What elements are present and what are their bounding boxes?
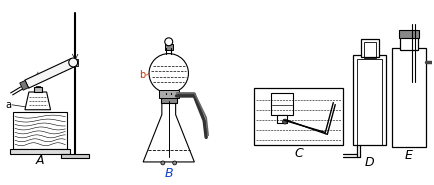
Polygon shape bbox=[25, 58, 75, 88]
Text: a: a bbox=[5, 100, 11, 110]
Text: b: b bbox=[138, 70, 145, 80]
Polygon shape bbox=[32, 71, 41, 85]
Bar bbox=[10, 149, 70, 154]
Circle shape bbox=[172, 161, 176, 165]
Bar bbox=[270, 93, 292, 115]
Polygon shape bbox=[20, 80, 28, 90]
Bar bbox=[399, 34, 417, 50]
Bar bbox=[158, 90, 178, 97]
Bar bbox=[61, 154, 89, 158]
Bar bbox=[13, 112, 67, 149]
Circle shape bbox=[282, 119, 287, 124]
Bar bbox=[254, 88, 342, 145]
Bar bbox=[276, 115, 286, 122]
Text: A: A bbox=[36, 154, 44, 167]
Bar bbox=[161, 93, 176, 103]
Circle shape bbox=[149, 54, 188, 93]
Bar bbox=[391, 48, 425, 147]
Bar bbox=[356, 58, 381, 145]
Circle shape bbox=[164, 38, 172, 46]
Bar bbox=[363, 42, 375, 58]
Circle shape bbox=[161, 161, 164, 165]
Circle shape bbox=[69, 58, 77, 67]
Polygon shape bbox=[143, 101, 194, 162]
Polygon shape bbox=[25, 92, 50, 110]
Bar bbox=[360, 39, 378, 57]
Bar bbox=[72, 58, 78, 66]
Text: B: B bbox=[164, 167, 173, 180]
Text: D: D bbox=[364, 157, 374, 169]
Bar bbox=[164, 44, 172, 50]
Bar bbox=[398, 30, 418, 38]
Bar bbox=[352, 55, 385, 145]
Text: E: E bbox=[404, 149, 412, 162]
Bar bbox=[34, 87, 42, 92]
Text: C: C bbox=[294, 147, 302, 160]
